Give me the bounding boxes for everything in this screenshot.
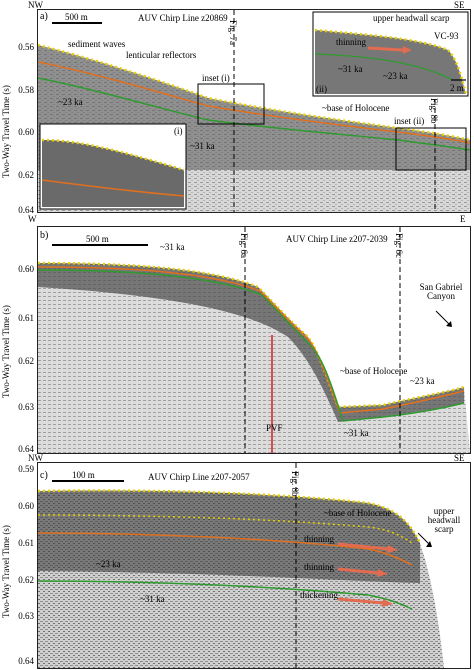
label-inset-i: inset (i) [202, 73, 230, 83]
panel-b-right-dir: E [460, 214, 466, 224]
label-lenticular: lenticular reflectors [126, 50, 197, 60]
panel-c-tick: 0.61 [18, 538, 34, 548]
panel-b-letter: b) [40, 230, 49, 241]
panel-a-tick: 0.60 [18, 127, 34, 137]
panel-a-title: AUV Chirp Line z20869 [138, 13, 228, 23]
inset-ii-ka31: ~31 ka [338, 64, 363, 74]
label-c-ka31: ~31 ka [140, 594, 165, 604]
label-c-thickening: thickening [300, 590, 338, 600]
label-c-holocene: ~base of Holocene [324, 508, 392, 518]
panel-b-scale-label: 500 m [86, 234, 109, 244]
label-sediment-waves: sediment waves [68, 39, 126, 49]
panel-a-tick: 0.58 [18, 85, 34, 95]
panel-c-fig-ref: Fig. 8b [290, 471, 300, 497]
panel-b-tick: 0.62 [18, 356, 34, 366]
panel-c-profile: c) 100 m AUV Chirp Line z207-2057 Fig. 8… [37, 462, 471, 669]
panel-a-tick: 0.64 [18, 205, 34, 215]
panel-c-tick: 0.59 [18, 464, 34, 474]
label-c-thinning-1: thinning [304, 534, 335, 544]
panel-b-fig-ref-1: Fig. 6a [239, 233, 249, 259]
panel-b-seismic-image [38, 227, 470, 453]
panel-c-title: AUV Chirp Line z207-2057 [148, 472, 250, 482]
inset-ii-scale: 2 m [450, 83, 464, 93]
label-b-ka23: ~23 ka [410, 376, 435, 386]
panel-c-tick: 0.63 [18, 611, 34, 621]
panel-b-tick: 0.63 [18, 402, 34, 412]
panel-a-profile: a) 500 m AUV Chirp Line z20869 Fig. 7a s… [37, 9, 471, 213]
panel-b-profile: b) 500 m AUV Chirp Line z207-2039 Fig. 6… [37, 226, 471, 454]
label-b-canyon: San Gabriel Canyon [419, 282, 463, 301]
panel-a-fig-ref: Fig. 7a [228, 20, 238, 46]
panel-b-left-dir: W [28, 214, 37, 224]
panel-c-tick: 0.60 [18, 501, 34, 511]
label-b-holocene: ~base of Holocene [340, 366, 408, 376]
inset-ii-ka23: ~23 ka [383, 71, 408, 81]
panel-c-tick: 0.64 [18, 656, 34, 666]
panel-a-right-dir: SE [454, 0, 465, 10]
panel-b-tick: 0.61 [18, 313, 34, 323]
panel-b-fig-ref-2: Fig. 6c [394, 233, 404, 259]
panel-a-letter: a) [40, 11, 48, 22]
label-b-pvf: PVF [266, 423, 283, 433]
panel-a-left-dir: NW [28, 0, 43, 10]
label-b-ka31: ~31 ka [344, 428, 369, 438]
inset-ii-core: VC-93 [434, 31, 459, 41]
label-c-thinning-2: thinning [304, 562, 335, 572]
label-a-ka23: ~23 ka [58, 97, 83, 107]
label-b-ka31-top: ~31 ka [160, 242, 185, 252]
panel-c-left-dir: NW [28, 453, 43, 463]
panel-a-tick: 0.56 [18, 42, 34, 52]
inset-ii-tag: (ii) [316, 84, 327, 94]
panel-b-tick: 0.60 [18, 264, 34, 274]
label-c-scarp: upper headwall scarp [427, 506, 461, 534]
label-a-ka31: ~31 ka [190, 141, 215, 151]
panel-a-scale-label: 500 m [65, 12, 88, 22]
inset-i-tag: (i) [174, 126, 183, 136]
panel-c-letter: c) [40, 470, 48, 481]
panel-c-scale-label: 100 m [72, 470, 95, 480]
inset-ii-title: upper headwall scarp [373, 13, 450, 23]
label-inset-ii: inset (ii) [394, 116, 425, 126]
panel-c-seismic-image [38, 463, 444, 668]
panel-b-tick: 0.64 [18, 444, 34, 454]
inset-ii-fig-ref: Fig. 8b [429, 98, 439, 124]
panel-a-seismic-image [38, 10, 470, 212]
panel-a-tick: 0.62 [18, 170, 34, 180]
panel-c-right-dir: SE [454, 453, 465, 463]
label-a-holocene: ~base of Holocene [322, 103, 390, 113]
label-c-ka23: ~23 ka [96, 559, 121, 569]
panel-b-title: AUV Chirp Line z207-2039 [286, 234, 388, 244]
panel-c-tick: 0.62 [18, 575, 34, 585]
inset-ii-thinning: thinning [336, 37, 367, 47]
